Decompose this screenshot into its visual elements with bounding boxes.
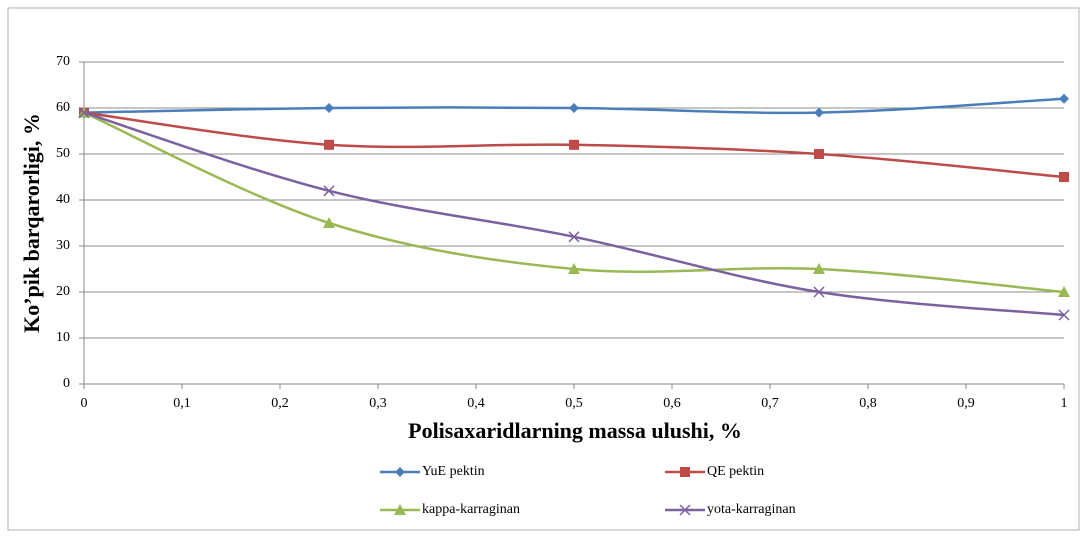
- legend-marker: [680, 467, 690, 477]
- legend-marker: [394, 504, 406, 515]
- y-tick-label: 70: [56, 54, 70, 69]
- y-axis-title: Ko’pik barqarorligi, %: [19, 113, 44, 333]
- x-tick-label: 0,5: [565, 396, 583, 411]
- x-tick-label: 1: [1061, 396, 1068, 411]
- y-tick-label: 40: [56, 192, 70, 207]
- data-point: [1058, 309, 1070, 321]
- chart-border: [7, 7, 1080, 531]
- data-point: [324, 139, 334, 150]
- legend-label: QE pektin: [707, 464, 764, 479]
- data-point: [569, 103, 579, 113]
- y-tick-label: 30: [56, 238, 70, 253]
- data-point: [814, 149, 824, 159]
- x-tick-label: 0,7: [761, 396, 779, 411]
- legend-marker: [395, 467, 405, 477]
- x-tick-label: 0,4: [467, 396, 485, 411]
- x-tick-label: 0,9: [957, 396, 975, 411]
- data-point: [323, 217, 335, 228]
- legend-label: yota-karraginan: [707, 502, 796, 517]
- y-tick-label: 20: [56, 284, 70, 299]
- data-point: [323, 185, 335, 197]
- data-point: [78, 107, 90, 119]
- legend-label: YuE pektin: [422, 464, 485, 479]
- data-point: [813, 263, 825, 274]
- x-tick-label: 0,2: [271, 396, 289, 411]
- x-tick-label: 0,3: [369, 396, 387, 411]
- y-tick-label: 60: [56, 100, 70, 115]
- x-tick-label: 0: [81, 396, 88, 411]
- data-point: [568, 231, 580, 243]
- data-point: [1058, 286, 1070, 297]
- x-tick-label: 0,1: [173, 396, 191, 411]
- data-point: [569, 139, 579, 150]
- x-tick-label: 0,8: [859, 396, 877, 411]
- legend-marker: [679, 504, 691, 516]
- x-axis-title: Polisaxaridlarning massa ulushi, %: [408, 418, 742, 443]
- y-tick-label: 50: [56, 146, 70, 161]
- data-point: [814, 107, 824, 118]
- data-point: [324, 103, 334, 113]
- data-point: [568, 263, 580, 274]
- x-tick-label: 0,6: [663, 396, 681, 411]
- data-point: [1059, 172, 1069, 182]
- data-point: [813, 286, 825, 298]
- y-tick-label: 0: [63, 376, 70, 391]
- legend-label: kappa-karraginan: [422, 502, 520, 517]
- y-tick-label: 10: [56, 330, 70, 345]
- data-point: [1059, 93, 1069, 104]
